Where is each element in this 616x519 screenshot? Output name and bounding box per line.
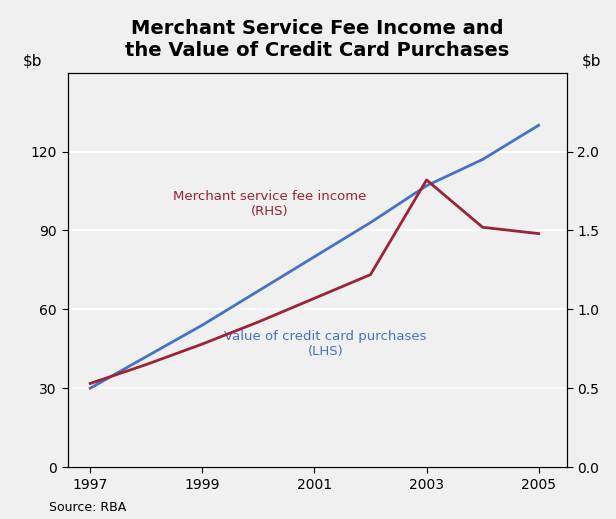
Title: Merchant Service Fee Income and
the Value of Credit Card Purchases: Merchant Service Fee Income and the Valu… <box>125 19 509 60</box>
Text: $b: $b <box>582 53 602 69</box>
Text: Source: RBA: Source: RBA <box>49 501 126 514</box>
Text: $b: $b <box>23 53 43 69</box>
Text: Merchant service fee income
(RHS): Merchant service fee income (RHS) <box>173 190 367 218</box>
Text: Value of credit card purchases
(LHS): Value of credit card purchases (LHS) <box>224 330 427 358</box>
